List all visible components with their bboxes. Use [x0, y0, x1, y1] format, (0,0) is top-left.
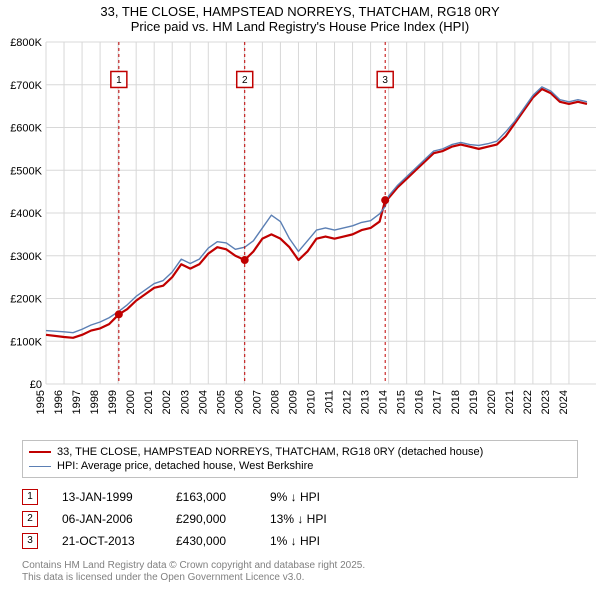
footer-attribution: Contains HM Land Registry data © Crown c… — [22, 560, 578, 584]
transaction-row: 2 06-JAN-2006 £290,000 13% ↓ HPI — [22, 508, 578, 530]
svg-text:2002: 2002 — [161, 390, 173, 414]
svg-text:2013: 2013 — [360, 390, 372, 414]
svg-text:2001: 2001 — [143, 390, 155, 414]
transaction-row: 1 13-JAN-1999 £163,000 9% ↓ HPI — [22, 486, 578, 508]
svg-text:1998: 1998 — [89, 390, 101, 414]
svg-text:2010: 2010 — [305, 390, 317, 414]
svg-text:£100K: £100K — [10, 336, 42, 348]
svg-text:2006: 2006 — [233, 390, 245, 414]
transaction-vs-hpi: 1% ↓ HPI — [270, 530, 380, 552]
svg-text:£0: £0 — [30, 379, 42, 391]
transaction-vs-hpi: 13% ↓ HPI — [270, 508, 380, 530]
svg-text:2020: 2020 — [486, 390, 498, 414]
transaction-date: 06-JAN-2006 — [62, 508, 152, 530]
svg-text:2018: 2018 — [450, 390, 462, 414]
svg-text:£200K: £200K — [10, 294, 42, 306]
transaction-price: £430,000 — [176, 530, 246, 552]
svg-text:£400K: £400K — [10, 208, 42, 220]
transaction-marker-1: 1 — [22, 489, 38, 505]
svg-text:£300K: £300K — [10, 251, 42, 263]
transaction-marker-3: 3 — [22, 533, 38, 549]
transaction-price: £163,000 — [176, 486, 246, 508]
footer-line1: Contains HM Land Registry data © Crown c… — [22, 560, 578, 572]
svg-text:1999: 1999 — [107, 390, 119, 414]
svg-text:£700K: £700K — [10, 80, 42, 92]
svg-text:2024: 2024 — [558, 390, 570, 414]
svg-text:2012: 2012 — [342, 390, 354, 414]
svg-text:2008: 2008 — [269, 390, 281, 414]
svg-text:2007: 2007 — [251, 390, 263, 414]
transactions-table: 1 13-JAN-1999 £163,000 9% ↓ HPI 2 06-JAN-2006… — [22, 486, 578, 552]
legend-label: 33, THE CLOSE, HAMPSTEAD NORREYS, THATCH… — [57, 445, 483, 459]
legend-swatch — [29, 451, 51, 453]
svg-text:2014: 2014 — [378, 390, 390, 414]
legend-row: HPI: Average price, detached house, West… — [29, 459, 571, 473]
svg-text:2000: 2000 — [125, 390, 137, 414]
svg-text:£800K: £800K — [10, 38, 42, 49]
legend: 33, THE CLOSE, HAMPSTEAD NORREYS, THATCH… — [22, 440, 578, 478]
legend-label: HPI: Average price, detached house, West… — [57, 459, 313, 473]
svg-text:2003: 2003 — [179, 390, 191, 414]
svg-text:1: 1 — [116, 75, 122, 86]
footer-line2: This data is licensed under the Open Gov… — [22, 572, 578, 584]
svg-text:2: 2 — [242, 75, 248, 86]
svg-text:2009: 2009 — [287, 390, 299, 414]
svg-text:2005: 2005 — [215, 390, 227, 414]
svg-text:2016: 2016 — [414, 390, 426, 414]
transaction-row: 3 21-OCT-2013 £430,000 1% ↓ HPI — [22, 530, 578, 552]
svg-text:1995: 1995 — [35, 390, 47, 414]
transaction-vs-hpi: 9% ↓ HPI — [270, 486, 380, 508]
svg-text:2017: 2017 — [432, 390, 444, 414]
title-subtitle: Price paid vs. HM Land Registry's House … — [0, 19, 600, 38]
transaction-date: 13-JAN-1999 — [62, 486, 152, 508]
chart-svg: £0 £100K £200K £300K £400K £500K £600K £700K £80… — [0, 38, 600, 438]
svg-text:2015: 2015 — [396, 390, 408, 414]
svg-text:2004: 2004 — [197, 390, 209, 414]
transaction-date: 21-OCT-2013 — [62, 530, 152, 552]
transaction-price: £290,000 — [176, 508, 246, 530]
transaction-marker-2: 2 — [22, 511, 38, 527]
legend-swatch — [29, 466, 51, 467]
svg-text:1997: 1997 — [71, 390, 83, 414]
svg-text:£500K: £500K — [10, 165, 42, 177]
svg-text:1996: 1996 — [53, 390, 65, 414]
svg-text:2022: 2022 — [522, 390, 534, 414]
svg-text:2021: 2021 — [504, 390, 516, 414]
chart-area: £0 £100K £200K £300K £400K £500K £600K £700K £80… — [0, 38, 600, 438]
legend-row: 33, THE CLOSE, HAMPSTEAD NORREYS, THATCH… — [29, 445, 571, 459]
title-address: 33, THE CLOSE, HAMPSTEAD NORREYS, THATCH… — [0, 0, 600, 19]
svg-text:3: 3 — [382, 75, 388, 86]
svg-text:2011: 2011 — [324, 390, 336, 414]
svg-text:£600K: £600K — [10, 123, 42, 135]
svg-text:2019: 2019 — [468, 390, 480, 414]
svg-text:2023: 2023 — [540, 390, 552, 414]
